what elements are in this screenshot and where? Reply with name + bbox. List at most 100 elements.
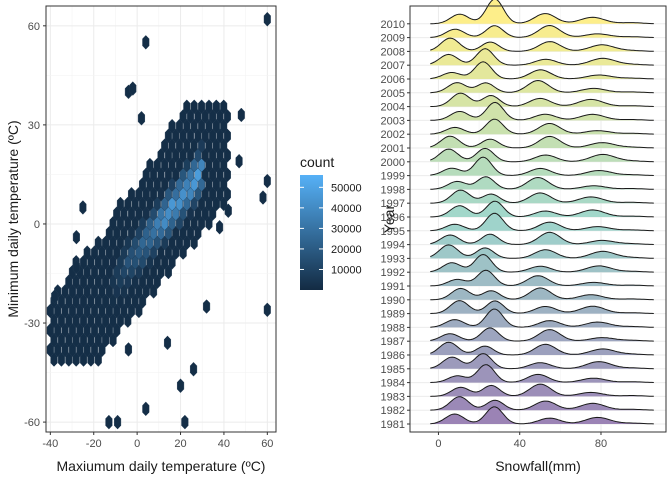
ridge-line [430,24,654,38]
ridge-fill [430,38,654,52]
ridge-1999 [430,156,654,176]
hexbin-cell [176,378,185,393]
ridge-fill [430,136,654,148]
hexbin-cell [235,153,243,169]
ridge-line [430,287,654,301]
hexbin-panel: -40 -20 0 20 40 60 -60 -30 0 30 60 Maxiumum daily… [5,5,277,474]
ridge-fill [430,213,654,231]
hexbin-cell [146,157,154,173]
hexbin-cell [189,362,198,377]
ridge-fill [430,119,654,135]
ridgeline-x-tick-label: 80 [595,438,607,450]
ridgeline-y-tick-label: 2005 [381,88,405,100]
hexbin-cell [205,99,213,114]
ridgeline-y-tick-label: 2008 [381,46,405,58]
ridge-line [430,92,654,107]
ridge-fill [430,364,654,383]
hexbin-x-tick-label: -40 [42,438,58,450]
ridgeline-y-tick-label: 1996 [381,212,405,224]
ridge-1984 [430,364,654,383]
ridgeline-y-tick-label: 1983 [381,391,405,403]
ridgeline-x-tick-label: 40 [514,438,526,450]
count-legend: count 10000 20000 30000 40000 50000 [300,154,362,290]
hexbin-x-axis-title: Maxiumum daily temperature (ºC) [57,458,266,474]
ridgeline-y-tick-label: 1988 [381,322,405,334]
hexbin-cell [127,187,136,202]
hexbin-panel-border [45,5,277,433]
ridge-line [430,300,654,314]
ridge-fill [430,287,654,300]
hexbin-x-axis: -40 -20 0 20 40 60 [42,432,273,450]
ridge-fill [430,396,654,411]
ridge-line [430,406,654,425]
ridgeline-y-tick-label: 2003 [381,115,405,127]
hexbin-y-tick-label: 30 [28,120,40,132]
ridgeline-y-tick-label: 1990 [381,295,405,307]
hexbin-cell [216,220,224,235]
ridge-line [430,135,654,149]
hexbin-cell [259,190,267,205]
ridge-line [430,353,654,370]
ridge-2006 [430,61,654,80]
ridge-1994 [430,231,654,245]
ridge-line [430,308,654,328]
ridgeline-y-axis-title: Year [381,205,397,234]
ridge-line [430,101,654,121]
hexbin-y-axis: -60 -30 0 30 60 [24,21,46,429]
ridge-1998 [430,176,654,190]
ridgeline-y-tick-label: 2002 [381,129,405,141]
ridgeline-y-tick-label: 1994 [381,240,405,252]
ridgeline-y-tick-label: 2000 [381,157,405,169]
ridge-fill [430,309,654,328]
ridge-fill [430,270,654,286]
hexbin-cell [202,299,211,314]
ridgeline-y-tick-label: 1987 [381,336,405,348]
ridgeline-x-axis-title: Snowfall(mm) [495,458,581,474]
ridgeline-y-tick-label: 1984 [381,378,405,390]
hexbin-y-tick-label: -30 [24,318,40,330]
ridge-1992 [430,253,654,273]
ridge-1987 [430,327,654,342]
hexbin-cell [83,245,91,260]
ridge-1991 [430,269,654,287]
ridge-2008 [430,37,654,52]
hexbin-cell [183,99,191,114]
ridgeline-y-tick-label: 2009 [381,33,405,45]
ridge-fill [430,254,654,273]
ridgeline-y-tick-label: 1993 [381,253,405,265]
ridge-1997 [430,189,654,204]
hexbin-cell [105,414,113,430]
ridgeline-y-tick-label: 1986 [381,350,405,362]
ridge-line [430,253,654,273]
legend-ticks: 10000 20000 30000 40000 50000 [300,182,362,276]
ridge-fill [430,190,654,204]
ridge-fill [430,0,654,24]
ridge-1993 [430,244,654,259]
ridge-fill [430,201,654,217]
ridge-2009 [430,24,654,38]
hexbin-cell [137,111,146,126]
ridge-fill [430,25,654,38]
ridgeline-y-tick-label: 1982 [381,405,405,417]
ridgeline-y-tick-label: 2010 [381,19,405,31]
legend-tick-label: 50000 [331,182,362,194]
ridge-1981 [430,406,654,425]
ridge-line [430,269,654,287]
ridgeline-panel: 0 40 80 1981198219831984198519861987198819… [381,0,667,474]
ridgeline-y-tick-label: 2007 [381,60,405,72]
ridge-line [430,189,654,204]
ridge-1988 [430,308,654,328]
hexbin-cell [142,35,150,50]
ridge-2010 [430,0,654,25]
ridge-line [430,212,654,232]
ridge-fill [430,102,654,121]
hexbin-cell [237,107,245,123]
ridge-2005 [430,79,654,94]
hexbin-cell [142,401,150,417]
ridgeline-y-tick-label: 1998 [381,184,405,196]
ridge-2003 [430,101,654,121]
ridge-line [430,0,654,25]
hexbin-x-tick-label: -20 [86,438,102,450]
hexbin-cells [46,11,271,430]
